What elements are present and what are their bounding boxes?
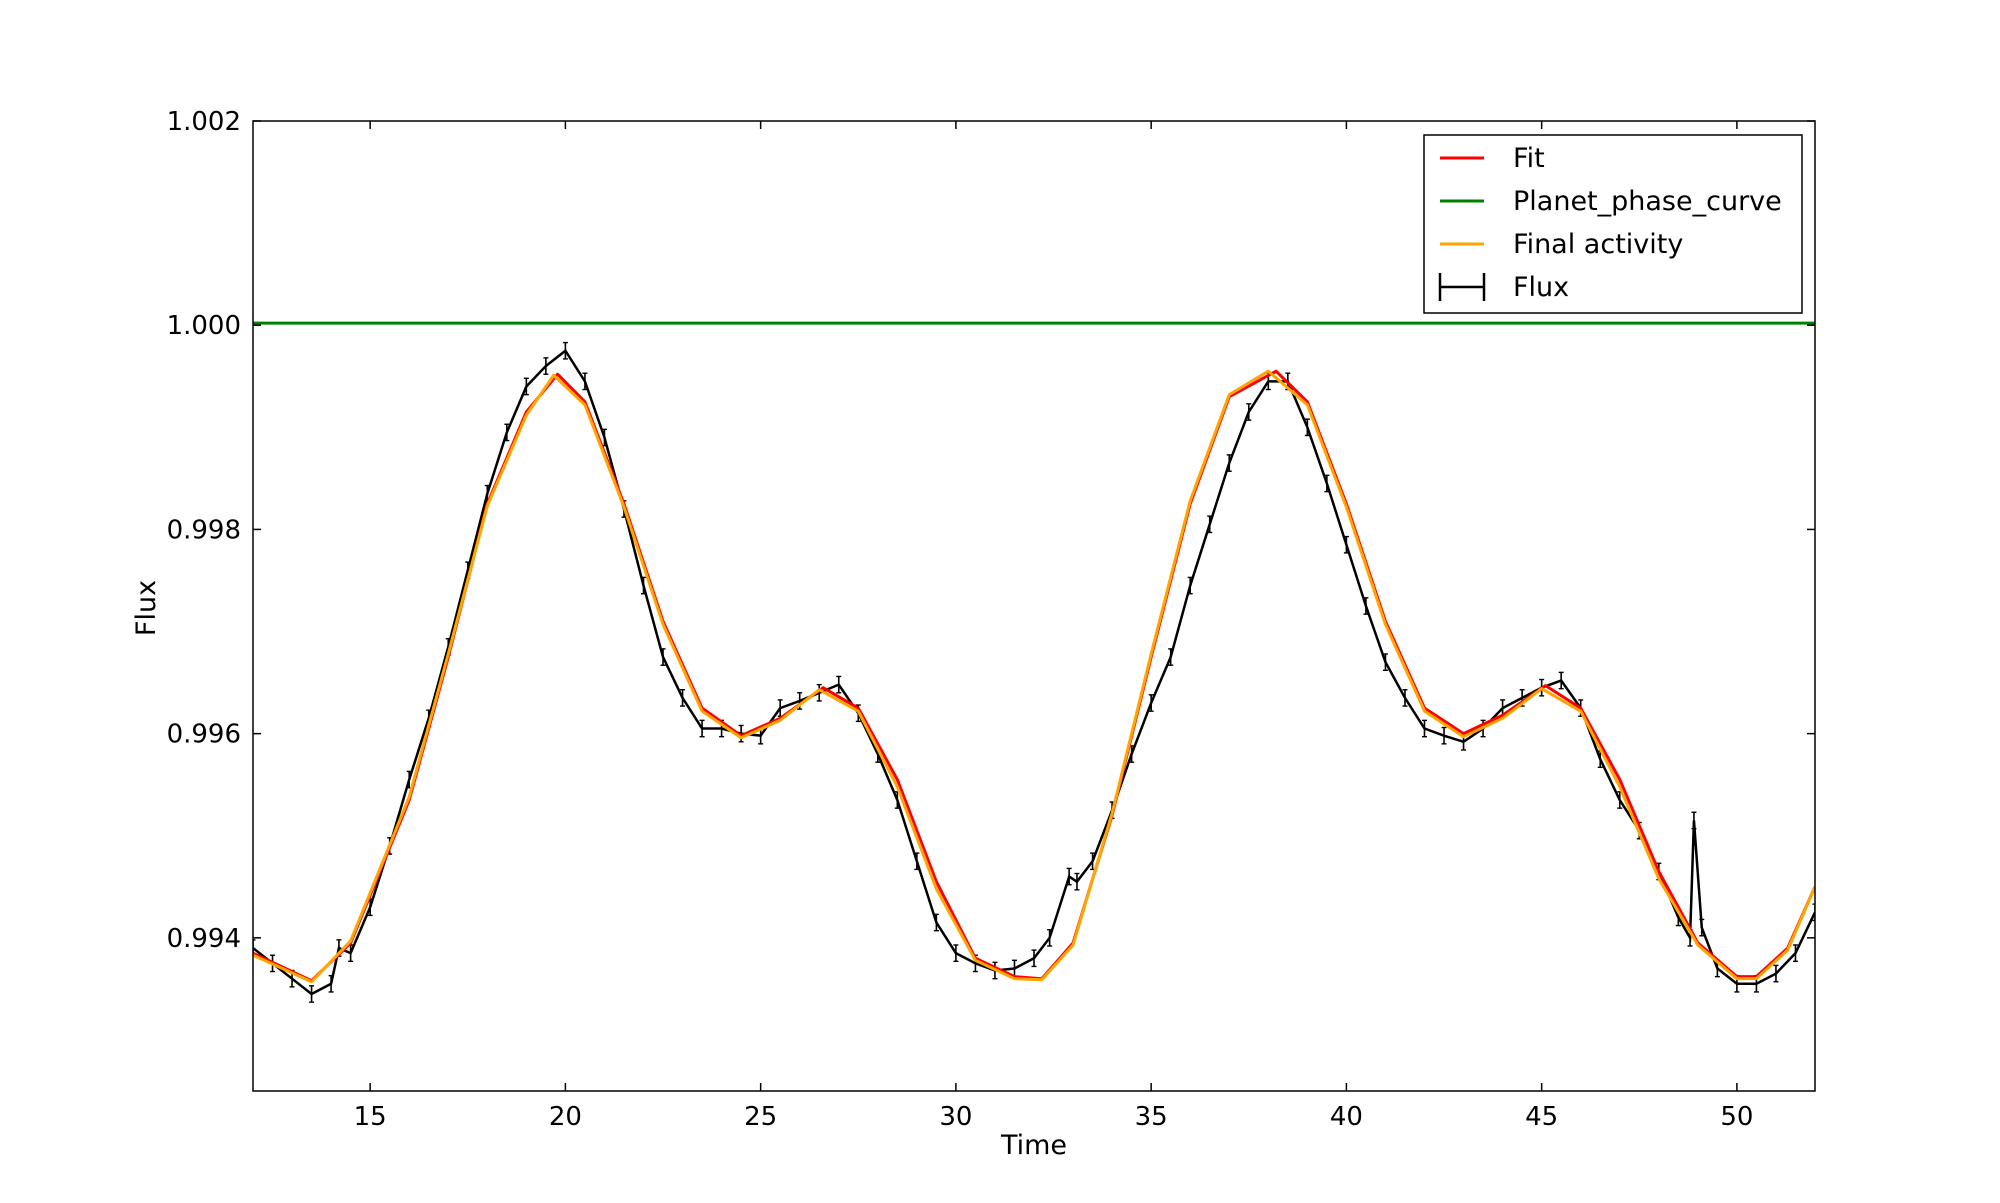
legend-entry-planet-phase-curve: Planet_phase_curve <box>1440 186 1782 217</box>
flux-errorbar <box>680 689 686 707</box>
x-tick-label: 20 <box>549 1102 582 1132</box>
flux-errorbar <box>1343 535 1349 554</box>
legend-frame <box>1423 134 1803 314</box>
legend-label-planet-phase-curve: Planet_phase_curve <box>1513 186 1782 217</box>
y-tick: 0.998 <box>167 515 1815 545</box>
flux-errorbar <box>1148 694 1154 712</box>
y-tick: 0.994 <box>167 924 1815 954</box>
flux-errorbar <box>1699 918 1705 937</box>
flux-errorbar <box>1226 454 1232 472</box>
y-tick: 0.996 <box>167 720 1815 750</box>
flux-errorbar <box>543 357 549 375</box>
flux-errorbar <box>328 974 334 993</box>
plot-frame <box>252 120 1816 1092</box>
flux-errorbar <box>953 944 959 963</box>
flux-errorbar <box>1441 726 1447 745</box>
line-final-activity <box>253 369 1815 984</box>
x-tick: 25 <box>744 121 777 1132</box>
flux-errorbar <box>1207 515 1213 534</box>
y-tick-label: 0.994 <box>167 924 241 954</box>
flux-errorbar <box>1812 903 1815 922</box>
flux-errorbar <box>1324 474 1330 493</box>
flux-errorbar <box>933 913 939 932</box>
x-tick-label: 15 <box>354 1102 387 1132</box>
x-tick-label: 35 <box>1135 1102 1168 1132</box>
flux-errorbar <box>309 985 315 1003</box>
x-tick: 40 <box>1330 121 1363 1132</box>
legend-label-final-activity: Final activity <box>1513 229 1683 260</box>
x-tick: 45 <box>1525 121 1558 1132</box>
y-tick-label: 1.002 <box>167 107 241 137</box>
y-tick: 1.000 <box>167 311 1815 341</box>
flux-errorbar <box>1558 671 1564 690</box>
x-axis-ticks: 15 20 25 30 35 40 45 50 <box>354 121 1753 1132</box>
flux-errorbar <box>699 719 705 738</box>
flux-errorbar <box>1773 964 1779 983</box>
flux-errorbar <box>1031 949 1037 968</box>
flux-errorbar <box>1187 576 1193 595</box>
y-tick-label: 0.998 <box>167 515 241 545</box>
flux-errorbar <box>1363 597 1369 615</box>
legend-entry-fit: Fit <box>1440 143 1545 174</box>
x-tick-label: 25 <box>744 1102 777 1132</box>
legend-entry-flux: Flux <box>1438 272 1569 303</box>
flux-errorbar <box>660 648 666 666</box>
flux-errorbar <box>641 576 646 595</box>
legend: Fit Planet_phase_curve Final activity Fl… <box>1423 134 1803 314</box>
flux-errorbar <box>523 377 529 396</box>
flux-errorbar <box>504 423 510 442</box>
flux-errorbar <box>1382 653 1388 672</box>
y-tick: 1.002 <box>167 107 1815 137</box>
x-tick: 20 <box>549 121 582 1132</box>
flux-errorbar <box>1246 403 1252 421</box>
flux-errorbar <box>1422 719 1427 738</box>
x-tick: 35 <box>1135 121 1168 1132</box>
x-tick: 30 <box>939 121 972 1132</box>
y-tick-label: 1.000 <box>167 311 241 341</box>
y-tick-label: 0.996 <box>167 720 241 750</box>
flux-errorbar <box>1691 811 1697 830</box>
legend-label-flux: Flux <box>1513 272 1569 303</box>
series-layer <box>253 321 1815 1003</box>
flux-errorbar <box>582 372 588 391</box>
x-tick-label: 30 <box>939 1102 972 1132</box>
x-tick-label: 40 <box>1330 1102 1363 1132</box>
flux-errorbar <box>562 341 568 360</box>
y-axis-ticks: 0.994 0.996 0.998 1.000 1.002 <box>167 107 1815 954</box>
flux-errorbar <box>1402 689 1408 707</box>
flux-errorbar <box>1074 872 1080 891</box>
flux-errorbar <box>1168 648 1174 666</box>
flux-errorbar <box>816 683 822 702</box>
flux-errorbar <box>836 675 842 694</box>
x-tick-label: 45 <box>1525 1102 1558 1132</box>
flux-errorbar <box>1047 928 1053 947</box>
x-axis-label: Time <box>1000 1130 1067 1161</box>
flux-errorbar <box>914 852 920 871</box>
legend-entry-final-activity: Final activity <box>1440 229 1683 260</box>
x-tick: 50 <box>1720 121 1753 1132</box>
x-tick-label: 50 <box>1720 1102 1753 1132</box>
y-axis-label: Flux <box>131 580 162 636</box>
flux-errorbar <box>1792 944 1798 963</box>
flux-errorbar <box>1066 867 1072 886</box>
x-tick: 15 <box>354 121 387 1132</box>
series-final-activity <box>253 369 1815 984</box>
legend-label-fit: Fit <box>1513 143 1545 174</box>
flux-errorbar <box>1304 418 1310 437</box>
